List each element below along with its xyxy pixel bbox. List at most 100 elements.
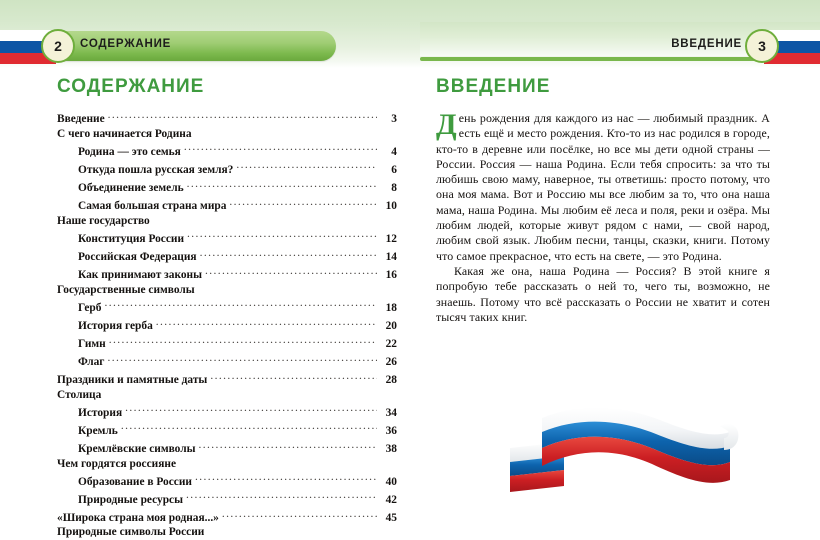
- toc-entry[interactable]: С чего начинается Родина: [57, 127, 397, 140]
- toc-entry-label: Образование в России: [78, 475, 192, 488]
- toc-leader-dots: [125, 404, 377, 415]
- toc-entry-page: 34: [385, 406, 397, 419]
- toc-entry[interactable]: Самая большая страна мира 10: [57, 198, 397, 213]
- toc-leader-dots: [236, 161, 377, 172]
- toc-entry[interactable]: Праздники и памятные даты 28: [57, 372, 397, 387]
- ribbon-fold: [720, 424, 739, 450]
- toc-entry-label: Конституция России: [78, 232, 185, 245]
- toc-entry-label: Самая большая страна мира: [78, 200, 227, 213]
- toc-entry-page: 28: [385, 374, 397, 387]
- toc-leader-dots: [222, 510, 377, 521]
- right-running-head-label: ВВЕДЕНИЕ: [671, 38, 742, 50]
- toc-entry[interactable]: Кремлёвские символы 38: [57, 441, 397, 456]
- ribbon-stripe-white: [542, 407, 730, 449]
- toc-entry[interactable]: Природные символы России: [57, 526, 397, 539]
- toc-entry[interactable]: «Широка страна моя родная...» 45: [57, 510, 397, 525]
- toc-entry-page: 18: [385, 301, 397, 314]
- toc-entry-label: Объединение земель: [78, 181, 184, 194]
- toc-entry[interactable]: Государственные символы: [57, 283, 397, 296]
- left-running-head-label: СОДЕРЖАНИЕ: [80, 38, 172, 50]
- ribbon-stripe-red: [542, 436, 730, 483]
- toc-entry[interactable]: Наше государство: [57, 215, 397, 227]
- toc-leader-dots: [107, 354, 377, 365]
- toc-entry-page: 22: [385, 338, 397, 351]
- right-header-rule: [420, 57, 768, 61]
- page-number-right: 3: [745, 29, 779, 63]
- toc-leader-dots: [187, 180, 377, 191]
- intro-paragraph-2: Какая же она, наша Родина — Россия? В эт…: [436, 263, 770, 324]
- toc-entry[interactable]: Природные ресурсы 42: [57, 491, 397, 506]
- russian-flag-icon: [764, 30, 820, 64]
- toc-entry[interactable]: Столица: [57, 388, 397, 401]
- ribbon-stripe-blue: [542, 421, 730, 466]
- flag-stripe-blue: [0, 41, 56, 53]
- toc-leader-dots: [195, 473, 377, 484]
- toc-entry-label: С чего начинается Родина: [57, 127, 192, 140]
- toc-entry-label: Столица: [57, 388, 102, 401]
- toc-leader-dots: [186, 491, 377, 502]
- flag-stripe-white: [0, 30, 56, 42]
- toc-leader-dots: [210, 372, 377, 383]
- toc-entry[interactable]: Введение 3: [57, 111, 397, 126]
- toc-leader-dots: [156, 318, 377, 329]
- toc-entry-label: «Широка страна моя родная...»: [57, 512, 219, 525]
- toc-entry-label: Флаг: [78, 356, 105, 369]
- toc-entry[interactable]: История 34: [57, 404, 397, 419]
- toc-leader-dots: [229, 198, 377, 209]
- toc-entry[interactable]: Российская Федерация 14: [57, 249, 397, 264]
- toc-entry[interactable]: Откуда пошла русская земля? 6: [57, 161, 397, 176]
- toc-entry-label: Кремлёвские символы: [78, 443, 196, 456]
- toc-entry[interactable]: Как принимают законы 16: [57, 267, 397, 282]
- toc-entry[interactable]: Чем гордятся россияне: [57, 457, 397, 470]
- toc-leader-dots: [199, 441, 377, 452]
- table-of-contents: Введение 3 С чего начинается Родина Родина …: [57, 111, 397, 540]
- toc-entry-label: История герба: [78, 319, 153, 332]
- toc-entry-page: 45: [385, 512, 397, 525]
- page-number-left: 2: [41, 29, 75, 63]
- toc-entry-label: Праздники и памятные даты: [57, 374, 208, 387]
- toc-entry[interactable]: История герба 20: [57, 318, 397, 333]
- toc-entry-label: Гимн: [78, 338, 106, 351]
- intro-paragraph-1-text: ень рождения для каждого из нас — любимы…: [436, 111, 770, 263]
- toc-entry-label: Чем гордятся россияне: [57, 457, 177, 470]
- toc-entry-page: 38: [385, 443, 397, 456]
- toc-entry-label: Откуда пошла русская земля?: [78, 163, 234, 176]
- flag-stripe-white: [764, 30, 820, 42]
- toc-entry[interactable]: Образование в России 40: [57, 473, 397, 488]
- toc-entry-page: 3: [391, 113, 397, 126]
- toc-entry-page: 26: [385, 356, 397, 369]
- toc-leader-dots: [184, 143, 377, 154]
- left-page-column: СОДЕРЖАНИЕ Введение 3 С чего начинается Ро…: [57, 76, 397, 540]
- toc-entry[interactable]: Герб 18: [57, 299, 397, 314]
- toc-entry-page: 6: [391, 163, 397, 176]
- page-title-introduction: ВВЕДЕНИЕ: [436, 76, 551, 97]
- toc-leader-dots: [187, 230, 377, 241]
- toc-entry-label: Природные символы России: [57, 526, 205, 539]
- toc-entry-label: Введение: [57, 113, 105, 126]
- toc-entry-page: 16: [385, 269, 397, 282]
- drop-cap: Д: [436, 108, 457, 141]
- toc-entry-label: Государственные символы: [57, 283, 195, 296]
- russian-flag-ribbon-illustration: [510, 407, 739, 492]
- flag-stripe-blue: [764, 41, 820, 53]
- toc-entry-page: 4: [391, 145, 397, 158]
- toc-entry-label: История: [78, 406, 123, 419]
- toc-entry[interactable]: Родина — это семья 4: [57, 143, 397, 158]
- toc-entry-page: 8: [391, 181, 397, 194]
- russian-flag-icon: [0, 30, 56, 64]
- toc-entry[interactable]: Объединение земель 8: [57, 180, 397, 195]
- toc-entry[interactable]: Конституция России 12: [57, 230, 397, 245]
- toc-entry[interactable]: Гимн 22: [57, 336, 397, 351]
- toc-leader-dots: [104, 299, 377, 310]
- toc-entry-page: 12: [385, 232, 397, 245]
- page-title-contents: СОДЕРЖАНИЕ: [57, 76, 205, 97]
- toc-entry[interactable]: Кремль 36: [57, 422, 397, 437]
- toc-entry-label: Как принимают законы: [78, 269, 203, 282]
- toc-leader-dots: [121, 422, 377, 433]
- toc-entry-label: Природные ресурсы: [78, 493, 183, 506]
- toc-entry[interactable]: Флаг 26: [57, 354, 397, 369]
- toc-entry-label: Герб: [78, 301, 102, 314]
- left-running-head-pill: [48, 31, 336, 61]
